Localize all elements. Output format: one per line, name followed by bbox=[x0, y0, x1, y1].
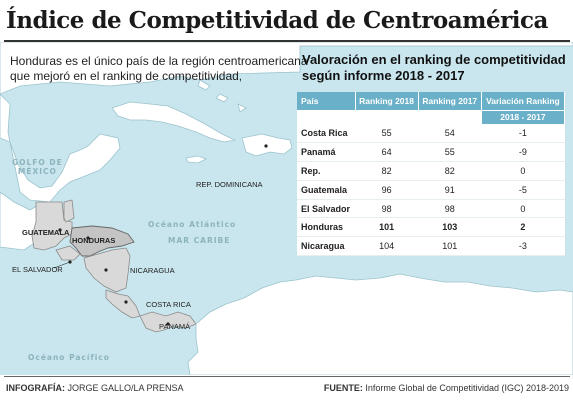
panama-label: PANAMÁ bbox=[159, 322, 191, 331]
credit-label: INFOGRAFÍA: bbox=[6, 383, 65, 393]
oceano-pacifico-label: Océano Pacífico bbox=[28, 353, 110, 362]
guatemala-marker bbox=[58, 228, 62, 232]
country-cell: Rep. bbox=[297, 161, 355, 181]
ranking-2017-cell: 82 bbox=[418, 161, 482, 181]
table-row: El Salvador 98 98 0 bbox=[297, 199, 565, 219]
ranking-2018-cell: 104 bbox=[355, 236, 419, 257]
credit-line: INFOGRAFÍA: JORGE GALLO/LA PRENSA bbox=[6, 381, 184, 395]
honduras-label: HONDURAS bbox=[72, 236, 116, 245]
table-title: Valoración en el ranking de competitivid… bbox=[302, 52, 566, 83]
mar-caribe-label: MAR CARIBE bbox=[168, 236, 231, 245]
golfo-label: GOLFO DE MÉXICO bbox=[12, 158, 63, 176]
ranking-2018-cell: 82 bbox=[355, 161, 419, 181]
honduras-marker bbox=[86, 236, 90, 240]
country-cell: Honduras bbox=[297, 217, 355, 238]
source-label: FUENTE: bbox=[323, 383, 363, 393]
country-cell: Nicaragua bbox=[297, 236, 355, 257]
header-variation: Variación Ranking bbox=[481, 92, 566, 110]
page-title: Índice de Competitividad de Centroaméric… bbox=[6, 7, 548, 34]
ranking-2018-cell: 55 bbox=[355, 124, 419, 144]
el-salvador-label: EL SALVADOR bbox=[12, 265, 63, 274]
ranking-2018-cell: 98 bbox=[355, 199, 419, 219]
table-row: Guatemala 96 91 -5 bbox=[297, 180, 565, 200]
variation-cell: -9 bbox=[481, 142, 565, 163]
oceano-atlantico-label: Océano Atlántico bbox=[148, 220, 237, 229]
table-row: Nicaragua 104 101 -3 bbox=[297, 236, 565, 257]
golfo-label-line2: MÉXICO bbox=[17, 167, 57, 176]
el-salvador-leader bbox=[53, 261, 71, 269]
ranking-2017-cell: 101 bbox=[418, 236, 482, 257]
panama-land bbox=[139, 311, 197, 333]
header-ranking-2018: Ranking 2018 bbox=[355, 92, 419, 110]
rep-dominicana-label: REP. DOMINICANA bbox=[196, 180, 263, 189]
variation-cell: 0 bbox=[481, 161, 565, 181]
ranking-2017-cell: 98 bbox=[418, 199, 482, 219]
honduras-land bbox=[69, 225, 135, 257]
variation-cell: 2 bbox=[481, 217, 565, 238]
subheader-blank bbox=[355, 109, 419, 124]
belize-land bbox=[63, 199, 75, 223]
table-row: Costa Rica 55 54 -1 bbox=[297, 124, 565, 144]
variation-cell: -3 bbox=[481, 236, 565, 257]
ranking-2018-cell: 64 bbox=[355, 142, 419, 163]
variation-cell: -1 bbox=[481, 124, 565, 144]
el-salvador-marker bbox=[68, 260, 72, 264]
header-ranking-2017: Ranking 2017 bbox=[418, 92, 482, 110]
table-row: Rep. 82 82 0 bbox=[297, 161, 565, 181]
ranking-table: País Ranking 2018 Ranking 2017 Variación… bbox=[297, 92, 566, 257]
variation-cell: 0 bbox=[481, 199, 565, 219]
table-row: Panamá 64 55 -9 bbox=[297, 142, 565, 163]
rep-dominicana-marker bbox=[264, 144, 268, 148]
ranking-2017-cell: 55 bbox=[418, 142, 482, 163]
ranking-2017-cell: 54 bbox=[418, 124, 482, 144]
ranking-2017-cell: 91 bbox=[418, 180, 482, 200]
credit-value: JORGE GALLO/LA PRENSA bbox=[65, 383, 184, 393]
country-cell: El Salvador bbox=[297, 199, 355, 219]
ranking-2018-cell: 101 bbox=[355, 217, 419, 238]
costa-rica-marker bbox=[124, 300, 128, 304]
title-divider bbox=[4, 40, 570, 42]
table-header-row: País Ranking 2018 Ranking 2017 Variación… bbox=[297, 92, 566, 110]
cuba-island bbox=[111, 101, 237, 143]
source-line: FUENTE: Informe Global de Competitividad… bbox=[324, 381, 569, 395]
guatemala-label: GUATEMALA bbox=[22, 228, 70, 237]
subheader-variation-years: 2018 - 2017 bbox=[481, 109, 566, 124]
header-country: País bbox=[297, 92, 356, 110]
golfo-label-line1: GOLFO DE bbox=[12, 158, 63, 167]
el-salvador-land bbox=[55, 245, 81, 261]
costa-rica-label: COSTA RICA bbox=[146, 300, 191, 309]
bahamas-islands bbox=[197, 79, 247, 113]
footer: INFOGRAFÍA: JORGE GALLO/LA PRENSA FUENTE… bbox=[0, 376, 573, 400]
country-cell: Costa Rica bbox=[297, 124, 355, 144]
table-subheader-row: 2018 - 2017 bbox=[297, 109, 566, 124]
footer-divider bbox=[4, 376, 570, 377]
table-row-highlight: Honduras 101 103 2 bbox=[297, 217, 565, 238]
costa-rica-land bbox=[105, 289, 141, 319]
nicaragua-label: NICARAGUA bbox=[130, 266, 175, 275]
ranking-2018-cell: 96 bbox=[355, 180, 419, 200]
panama-marker bbox=[166, 322, 170, 326]
mexico-land bbox=[0, 42, 573, 95]
country-cell: Guatemala bbox=[297, 180, 355, 200]
subheader-blank bbox=[418, 109, 482, 124]
intro-text: Honduras es el único país de la región c… bbox=[10, 54, 308, 83]
mexico-coast bbox=[0, 93, 121, 203]
jamaica-island bbox=[185, 155, 207, 164]
variation-cell: -5 bbox=[481, 180, 565, 200]
nicaragua-marker bbox=[104, 268, 108, 272]
country-cell: Panamá bbox=[297, 142, 355, 163]
source-value: Informe Global de Competitividad (IGC) 2… bbox=[362, 383, 569, 393]
south-america-land bbox=[187, 273, 573, 375]
subheader-blank bbox=[297, 109, 356, 124]
city-markers bbox=[58, 144, 268, 326]
ranking-2017-cell: 103 bbox=[418, 217, 482, 238]
